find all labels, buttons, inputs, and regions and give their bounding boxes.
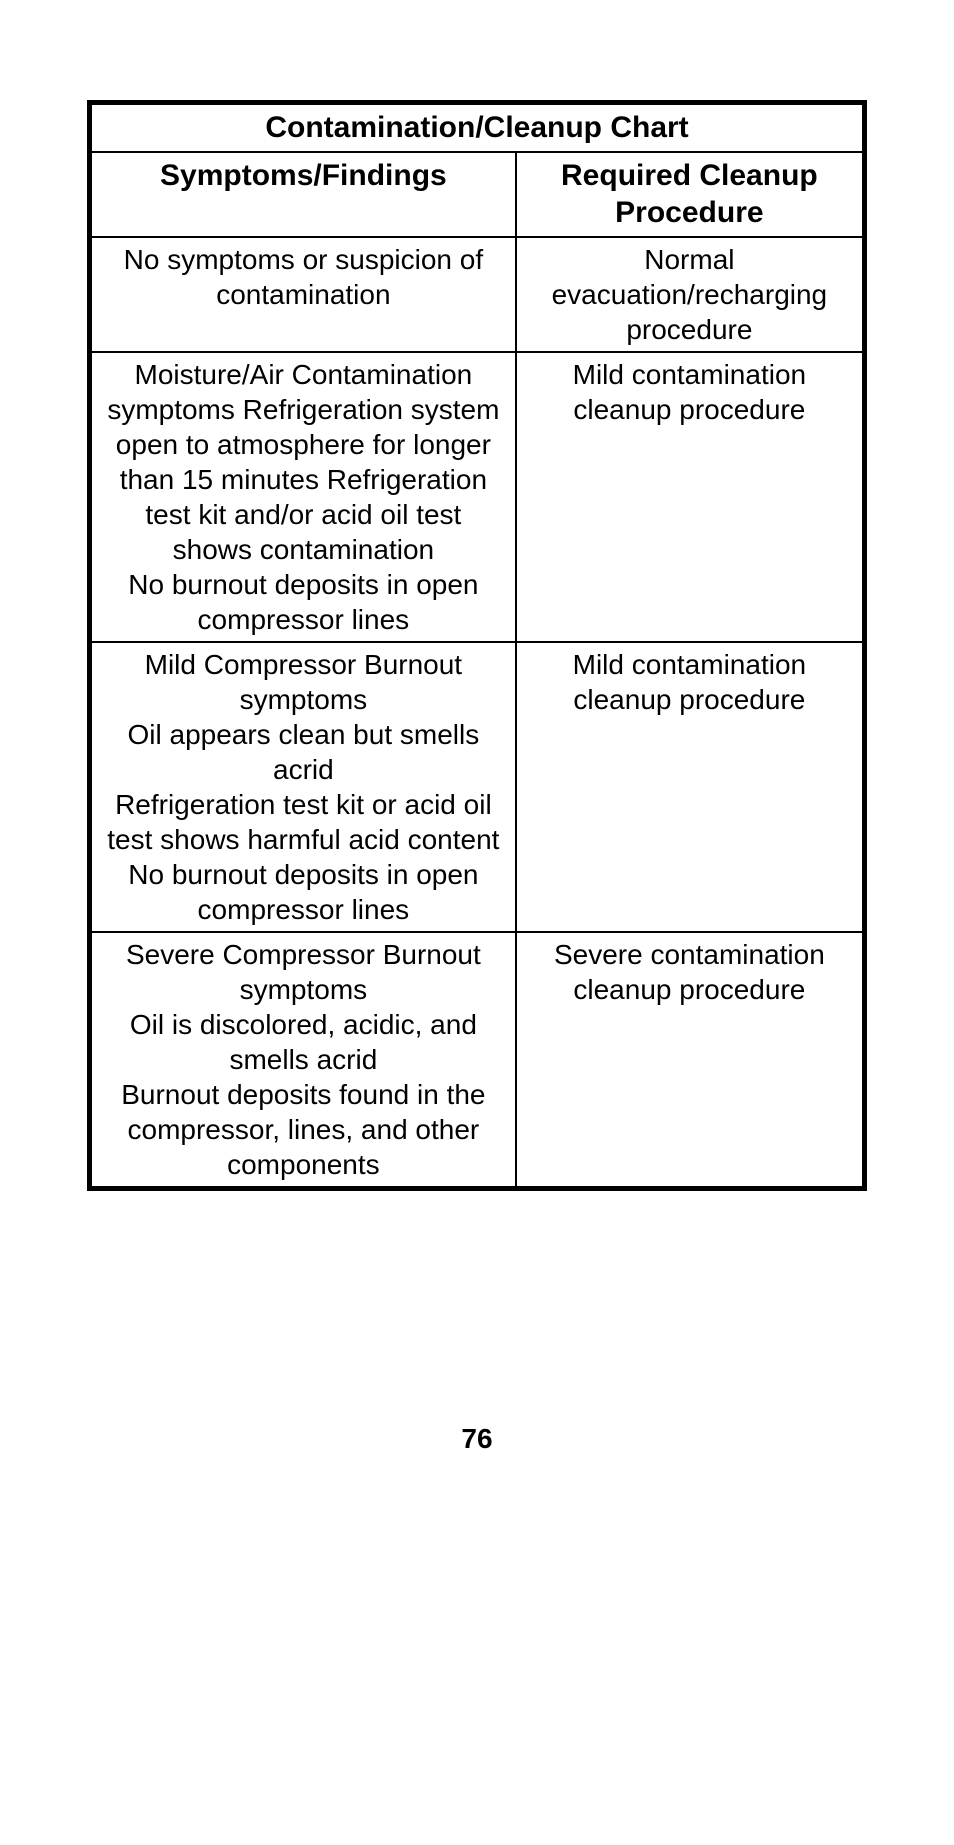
cell-symptoms: Moisture/Air Contamination symptoms Refr… <box>90 352 516 642</box>
cell-procedure: Mild contamination cleanup procedure <box>516 352 865 642</box>
cell-symptoms: Severe Compressor Burnout symptoms Oil i… <box>90 932 516 1189</box>
table-row: Mild Compressor Burnout symptoms Oil app… <box>90 642 865 932</box>
cell-procedure: Severe contamination cleanup procedure <box>516 932 865 1189</box>
contamination-cleanup-table: Contamination/Cleanup Chart Symptoms/Fin… <box>87 100 867 1191</box>
table-header-row: Symptoms/Findings Required Cleanup Proce… <box>90 152 865 237</box>
header-symptoms: Symptoms/Findings <box>90 152 516 237</box>
cell-symptoms: Mild Compressor Burnout symptoms Oil app… <box>90 642 516 932</box>
table-row: No symptoms or suspicion of contaminatio… <box>90 237 865 352</box>
table-row: Severe Compressor Burnout symptoms Oil i… <box>90 932 865 1189</box>
table-title: Contamination/Cleanup Chart <box>90 103 865 152</box>
cell-procedure: Normal evacuation/recharging procedure <box>516 237 865 352</box>
page-number: 76 <box>0 1423 954 1455</box>
cell-procedure: Mild contamination cleanup procedure <box>516 642 865 932</box>
cell-symptoms: No symptoms or suspicion of contaminatio… <box>90 237 516 352</box>
header-procedure: Required Cleanup Procedure <box>516 152 865 237</box>
table-row: Moisture/Air Contamination symptoms Refr… <box>90 352 865 642</box>
table-title-row: Contamination/Cleanup Chart <box>90 103 865 152</box>
